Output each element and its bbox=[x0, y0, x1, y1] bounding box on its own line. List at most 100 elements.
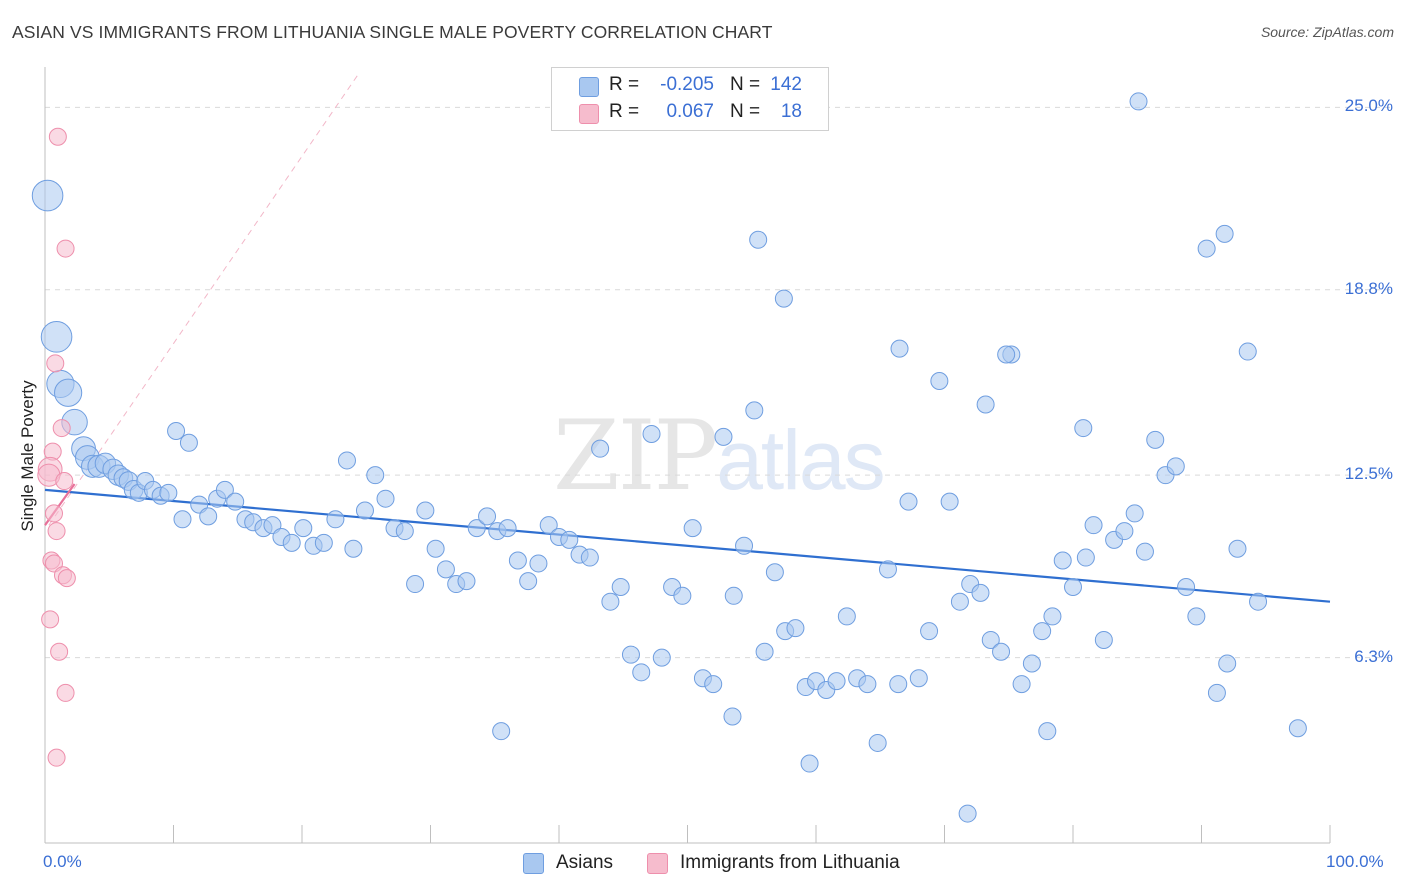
grid-lines bbox=[45, 106, 1395, 659]
watermark-zip: ZIP bbox=[553, 400, 718, 512]
asians-point bbox=[395, 522, 414, 541]
asians-point bbox=[683, 519, 702, 538]
asians-point bbox=[745, 401, 764, 420]
asians-point bbox=[366, 466, 385, 485]
asians-point bbox=[1187, 607, 1206, 626]
watermark: ZIPatlas bbox=[553, 400, 886, 512]
asians-point bbox=[1094, 630, 1113, 649]
asians-point bbox=[1238, 342, 1257, 361]
asians-point bbox=[642, 424, 661, 443]
legend-n-value: 142 bbox=[770, 74, 802, 95]
asians-point bbox=[673, 586, 692, 605]
lithuania-point bbox=[56, 239, 75, 258]
lithuania-point bbox=[44, 504, 63, 523]
lithuania-point bbox=[55, 472, 74, 491]
asians-point bbox=[40, 321, 73, 353]
asians-point bbox=[724, 586, 743, 605]
asians-point bbox=[971, 583, 990, 602]
asians-point bbox=[508, 551, 527, 570]
asians-point bbox=[601, 592, 620, 611]
asians-point bbox=[436, 560, 455, 579]
asians-point bbox=[749, 230, 768, 249]
asians-point bbox=[890, 339, 909, 358]
bottom-legend-label-asians: Asians bbox=[556, 852, 614, 873]
asians-point bbox=[878, 560, 897, 579]
y-axis-title: Single Male Poverty bbox=[18, 380, 37, 532]
asians-point bbox=[909, 669, 928, 688]
correlation-legend: R = -0.205 N = 142 R = 0.067 N = 18 bbox=[551, 67, 829, 131]
asians-point bbox=[580, 548, 599, 567]
asians-point bbox=[1125, 504, 1144, 523]
asians-point bbox=[294, 519, 313, 538]
asians-point bbox=[1022, 654, 1041, 673]
lithuania-point bbox=[41, 610, 60, 629]
asians-point bbox=[314, 533, 333, 552]
lithuania-point bbox=[57, 569, 76, 588]
asians-point bbox=[958, 804, 977, 823]
bottom-legend-swatch-asians bbox=[523, 853, 544, 874]
y-tick-label: 18.8% bbox=[1344, 278, 1393, 298]
asians-point bbox=[1084, 516, 1103, 535]
asians-point bbox=[827, 672, 846, 691]
axes bbox=[44, 67, 1331, 844]
reference-dashed-line bbox=[48, 71, 361, 526]
asians-point bbox=[899, 492, 918, 511]
legend-r-label: R = bbox=[609, 74, 640, 95]
asians-point bbox=[416, 501, 435, 520]
lithuania-point bbox=[50, 642, 69, 661]
asians-point bbox=[478, 507, 497, 526]
legend-r-value: 0.067 bbox=[666, 101, 714, 122]
asians-point bbox=[800, 754, 819, 773]
asians-point bbox=[1218, 654, 1237, 673]
y-tick-label: 12.5% bbox=[1344, 464, 1393, 484]
legend-n-label: N = bbox=[730, 74, 761, 95]
asians-point bbox=[611, 577, 630, 596]
asians-point bbox=[199, 507, 218, 526]
asians-point bbox=[1228, 539, 1247, 558]
asians-point bbox=[215, 480, 234, 499]
asians-point bbox=[591, 439, 610, 458]
asians-point bbox=[940, 492, 959, 511]
asians-point bbox=[723, 707, 742, 726]
legend-row-asians: R = -0.205 N = 142 bbox=[552, 73, 828, 99]
asians-point bbox=[1166, 457, 1185, 476]
asians-point bbox=[1076, 548, 1095, 567]
asians-point bbox=[492, 722, 511, 741]
asians-point bbox=[179, 433, 198, 452]
asians-point bbox=[981, 630, 1000, 649]
asians-point bbox=[355, 501, 374, 520]
asians-point bbox=[992, 642, 1011, 661]
asians-point bbox=[774, 289, 793, 308]
asians-point bbox=[467, 519, 486, 538]
asians-point bbox=[529, 554, 548, 573]
legend-n-label: N = bbox=[730, 101, 761, 122]
asians-point bbox=[1038, 722, 1057, 741]
asians-point bbox=[868, 733, 887, 752]
bottom-legend-swatch-lithuania bbox=[647, 853, 668, 874]
lithuania-point bbox=[48, 127, 67, 146]
lithuania-point bbox=[47, 522, 66, 541]
legend-swatch-asians bbox=[579, 77, 599, 97]
chart-source: Source: ZipAtlas.com bbox=[1260, 24, 1394, 40]
lithuania-point bbox=[56, 683, 75, 702]
asians-point bbox=[755, 642, 774, 661]
asians-point bbox=[1033, 622, 1052, 641]
asians-point bbox=[714, 427, 733, 446]
asians-point bbox=[498, 519, 517, 538]
legend-row-lithuania: R = 0.067 N = 18 bbox=[552, 100, 828, 126]
asians-point bbox=[1288, 719, 1307, 738]
asians-point bbox=[326, 510, 345, 529]
chart-title: ASIAN VS IMMIGRANTS FROM LITHUANIA SINGL… bbox=[12, 22, 773, 42]
asians-point bbox=[704, 675, 723, 694]
asians-point bbox=[1197, 239, 1216, 258]
asians-point bbox=[1146, 430, 1165, 449]
asians-point bbox=[282, 533, 301, 552]
asians-point bbox=[1043, 607, 1062, 626]
asians-point bbox=[735, 536, 754, 555]
asians-point bbox=[1012, 675, 1031, 694]
asians-point bbox=[1074, 419, 1093, 438]
data-points bbox=[31, 92, 1307, 823]
asians-point bbox=[930, 371, 949, 390]
asians-point bbox=[889, 675, 908, 694]
asians-point bbox=[159, 483, 178, 502]
